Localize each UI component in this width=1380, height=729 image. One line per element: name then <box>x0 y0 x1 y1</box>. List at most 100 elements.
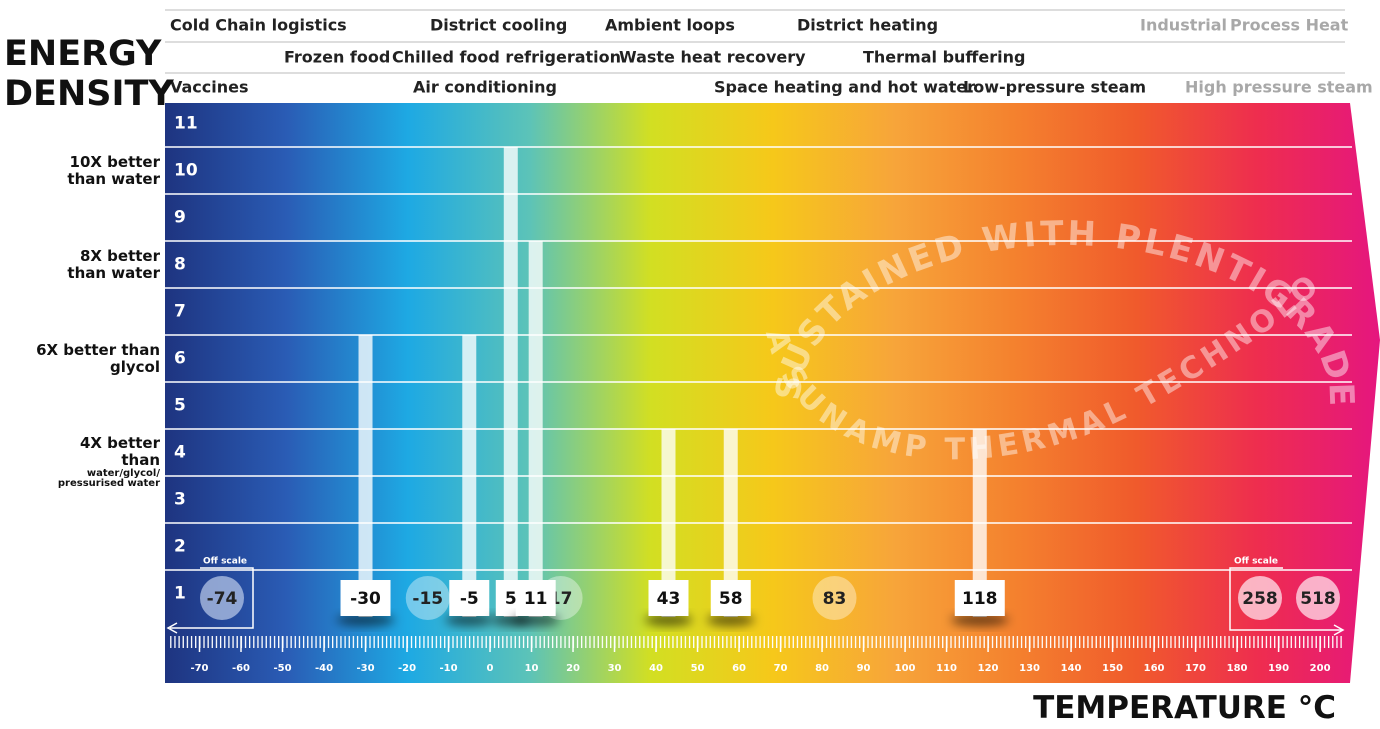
value-label: 43 <box>657 589 681 609</box>
off-scale-arrow <box>1333 624 1345 636</box>
y-tick-label: 10 <box>174 161 198 181</box>
application-label: Low-pressure steam <box>963 78 1146 97</box>
y-tick-label: 7 <box>174 302 186 322</box>
application-label: Ambient loops <box>605 16 735 35</box>
x-tick-label: 60 <box>732 663 746 674</box>
bar <box>661 429 676 617</box>
annotation-label: 8X better than water <box>67 246 160 282</box>
value-label: 118 <box>962 589 998 609</box>
bar <box>528 241 543 617</box>
application-label: Chilled food refrigeration <box>392 48 621 67</box>
application-label: Process Heat <box>1230 16 1349 35</box>
box-shadow <box>706 614 755 626</box>
box-shadow <box>336 614 395 626</box>
x-tick-label: 110 <box>936 663 957 674</box>
value-box <box>710 580 751 616</box>
point <box>1238 576 1282 620</box>
y-tick-label: 9 <box>174 208 186 228</box>
y-tick-label: 5 <box>174 396 186 416</box>
x-tick-label: 70 <box>774 663 788 674</box>
x-tick-label: 180 <box>1227 663 1248 674</box>
value-box <box>648 580 689 616</box>
application-label: Space heating and hot water <box>714 78 975 97</box>
y-tick-label: 11 <box>174 114 198 134</box>
point <box>812 576 857 620</box>
value-label: 58 <box>719 589 743 609</box>
x-tick-label: -30 <box>356 663 374 674</box>
bar <box>503 147 518 617</box>
value-box <box>449 580 490 616</box>
x-axis-title: TEMPERATURE °C <box>1033 690 1336 726</box>
x-tick-label: 170 <box>1185 663 1206 674</box>
x-tick-label: -70 <box>190 663 208 674</box>
box-shadow <box>445 614 494 626</box>
annotation-label: 10X better than water <box>67 152 160 188</box>
x-tick-label: -60 <box>232 663 250 674</box>
y-tick-label: 6 <box>174 349 186 369</box>
off-scale-arrow <box>166 622 178 634</box>
x-tick-label: 190 <box>1268 663 1289 674</box>
x-tick-label: -10 <box>439 663 457 674</box>
point-label: 83 <box>823 589 847 609</box>
x-tick-label: 160 <box>1144 663 1165 674</box>
y-tick-label: 1 <box>174 584 186 604</box>
box-shadow <box>950 614 1009 626</box>
box-shadow <box>511 614 560 626</box>
annotation-label: 4X better than <box>79 433 160 469</box>
bar <box>358 335 373 617</box>
y-annotation: 4X better than water/glycol/ pressurised … <box>40 433 160 489</box>
y-tick-label: 3 <box>174 490 186 510</box>
x-tick-label: 80 <box>815 663 829 674</box>
application-label: Thermal buffering <box>863 48 1025 67</box>
y-axis-title: ENERGY DENSITY <box>4 34 174 114</box>
box-shadow <box>644 614 693 626</box>
y-annotation: 6X better than glycol <box>30 340 160 376</box>
x-tick-label: 50 <box>691 663 705 674</box>
y-tick-label: 8 <box>174 255 186 275</box>
x-tick-label: -20 <box>398 663 416 674</box>
x-tick-label: 130 <box>1019 663 1040 674</box>
x-tick-label: 40 <box>649 663 663 674</box>
x-tick-label: 0 <box>487 663 494 674</box>
x-tick-label: 90 <box>857 663 871 674</box>
x-tick-label: 140 <box>1061 663 1082 674</box>
point-label: 258 <box>1242 589 1278 609</box>
value-label: 5 <box>505 589 517 609</box>
y-annotation: 10X better than water <box>60 152 160 188</box>
annotation-sublabel: water/glycol/ pressurised water <box>57 467 160 489</box>
off-scale-bracket <box>170 567 254 629</box>
x-tick-label: -50 <box>273 663 291 674</box>
application-label: District cooling <box>430 16 567 35</box>
x-tick-label: 120 <box>978 663 999 674</box>
point <box>1296 576 1340 620</box>
point <box>405 576 450 620</box>
annotation-label: 6X better than glycol <box>36 340 160 376</box>
application-label: Frozen food <box>284 48 390 67</box>
x-tick-label: 200 <box>1310 663 1331 674</box>
point <box>200 576 244 620</box>
value-box <box>954 580 1005 616</box>
point-label: -74 <box>207 589 238 609</box>
bar <box>723 429 738 617</box>
x-tick-label: 150 <box>1102 663 1123 674</box>
application-label: Cold Chain logistics <box>170 16 347 35</box>
off-scale-label: Off scale <box>203 557 247 567</box>
x-tick-label: 10 <box>525 663 539 674</box>
application-label: District heating <box>797 16 938 35</box>
bar <box>972 429 987 617</box>
x-tick-label: 20 <box>566 663 580 674</box>
ruler-minor-ticks <box>168 636 1344 648</box>
y-tick-label: 2 <box>174 537 186 557</box>
off-scale-label: Off scale <box>1234 557 1278 567</box>
x-tick-label: 30 <box>608 663 622 674</box>
application-label: High pressure steam <box>1185 78 1373 97</box>
application-label: Industrial <box>1140 16 1227 35</box>
y-tick-label: 4 <box>174 443 186 463</box>
point-label: 518 <box>1300 589 1336 609</box>
application-label: Waste heat recovery <box>619 48 806 67</box>
value-box <box>515 580 556 616</box>
value-box <box>340 580 391 616</box>
point-label: -15 <box>412 589 443 609</box>
